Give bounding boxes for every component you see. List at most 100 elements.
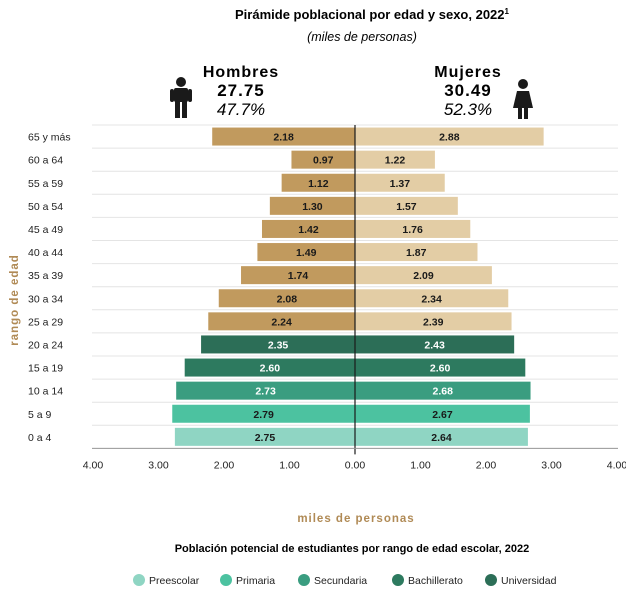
chart-title: Pirámide poblacional por edad y sexo, 20…	[235, 7, 510, 22]
bar-women	[355, 173, 445, 192]
bar-women	[355, 289, 509, 308]
data-label-women: 1.37	[390, 178, 411, 190]
category-label: 5 a 9	[28, 409, 52, 421]
category-label: 25 a 29	[28, 316, 63, 328]
x-tick-label: 0.00	[345, 459, 366, 471]
bar-women	[355, 404, 530, 423]
bar-women	[355, 335, 515, 354]
x-tick-label: 1.00	[410, 459, 431, 471]
x-tick-label: 4.00	[607, 459, 626, 471]
bar-men	[201, 335, 355, 354]
category-label: 10 a 14	[28, 386, 63, 398]
bar-men	[174, 427, 355, 446]
category-label: 35 a 39	[28, 270, 63, 282]
bar-men	[212, 127, 355, 146]
chart-subtitle: (miles de personas)	[307, 30, 417, 44]
x-tick-label: 3.00	[541, 459, 562, 471]
data-label-men: 2.18	[273, 132, 294, 144]
bar-men	[241, 266, 355, 285]
bar-women	[355, 127, 544, 146]
bar-women	[355, 312, 512, 331]
bar-women	[355, 196, 458, 215]
data-label-men: 1.30	[302, 201, 323, 213]
category-label: 55 a 59	[28, 178, 63, 190]
bar-women	[355, 358, 526, 377]
y-axis-label: rango de edad	[9, 254, 21, 346]
legend-swatch	[220, 574, 232, 586]
data-label-men: 2.35	[268, 339, 289, 351]
category-label: 60 a 64	[28, 155, 63, 167]
x-tick-label: 2.00	[214, 459, 235, 471]
category-label: 50 a 54	[28, 201, 63, 213]
bar-men	[291, 150, 355, 169]
data-label-women: 1.57	[396, 201, 417, 213]
category-label: 20 a 24	[28, 339, 63, 351]
x-tick-label: 4.00	[83, 459, 104, 471]
category-label: 40 a 44	[28, 247, 63, 259]
bar-men	[176, 381, 355, 400]
men-label: Hombres	[203, 64, 279, 81]
legend: Preescolar Primaria Secundaria Bachillerato…	[133, 574, 557, 587]
data-label-men: 1.12	[308, 178, 329, 190]
data-label-women: 2.67	[432, 409, 453, 421]
male-icon	[170, 77, 192, 118]
data-label-men: 2.24	[271, 316, 292, 328]
category-label: 45 a 49	[28, 224, 63, 236]
legend-label: Secundaria	[314, 575, 367, 587]
bar-women	[355, 243, 478, 262]
data-label-women: 2.88	[439, 132, 460, 144]
men-percent: 47.7%	[217, 100, 265, 119]
category-label: 30 a 34	[28, 293, 63, 305]
data-label-women: 2.43	[424, 339, 445, 351]
men-header: Hombres 27.75 47.7%	[170, 64, 279, 119]
legend-label: Preescolar	[149, 575, 200, 587]
bar-women	[355, 381, 531, 400]
bar-men	[172, 404, 355, 423]
bar-men	[208, 312, 355, 331]
legend-swatch	[392, 574, 404, 586]
men-total: 27.75	[217, 81, 265, 100]
women-header: Mujeres 30.49 52.3%	[434, 64, 533, 119]
category-label: 65 y más	[28, 132, 71, 144]
x-tick-label: 1.00	[279, 459, 300, 471]
women-label: Mujeres	[434, 64, 501, 81]
legend-swatch	[485, 574, 497, 586]
data-label-women: 2.60	[430, 363, 451, 375]
data-label-women: 1.87	[406, 247, 427, 259]
data-label-men: 1.49	[296, 247, 317, 259]
bar-women	[355, 266, 492, 285]
data-label-men: 1.42	[298, 224, 319, 236]
data-label-women: 1.76	[402, 224, 423, 236]
data-label-men: 2.08	[277, 293, 298, 305]
category-labels: 65 y más 60 a 64 55 a 59 50 a 54 45 a 49 40 a…	[28, 132, 71, 444]
data-label-women: 2.39	[423, 316, 444, 328]
bar-men	[184, 358, 355, 377]
legend-label: Primaria	[236, 575, 275, 587]
data-label-women: 2.68	[433, 386, 454, 398]
women-percent: 52.3%	[444, 100, 492, 119]
bar-men	[261, 219, 355, 238]
legend-swatch	[133, 574, 145, 586]
bar-men	[218, 289, 355, 308]
bars: 2.18 2.88 0.97 1.22 1.12 1.37 1.30 1.57 1.42 1.76…	[172, 127, 544, 446]
data-label-men: 2.79	[253, 409, 274, 421]
bar-men	[257, 243, 355, 262]
x-tick-label: 2.00	[476, 459, 497, 471]
legend-label: Universidad	[501, 575, 557, 587]
legend-swatch	[298, 574, 310, 586]
category-label: 15 a 19	[28, 363, 63, 375]
data-label-women: 1.22	[385, 155, 406, 167]
category-label: 0 a 4	[28, 432, 52, 444]
x-axis-label: miles de personas	[297, 513, 414, 525]
data-label-men: 0.97	[313, 155, 334, 167]
bar-men	[281, 173, 355, 192]
data-label-men: 2.73	[255, 386, 276, 398]
data-label-women: 2.09	[413, 270, 434, 282]
x-tick-labels: 4.00 3.00 2.00 1.00 0.00 1.00 2.00 3.00 4.00	[83, 459, 626, 471]
data-label-women: 2.64	[431, 432, 452, 444]
data-label-women: 2.34	[421, 293, 442, 305]
bar-women	[355, 427, 528, 446]
bar-women	[355, 219, 471, 238]
data-label-men: 2.60	[260, 363, 281, 375]
